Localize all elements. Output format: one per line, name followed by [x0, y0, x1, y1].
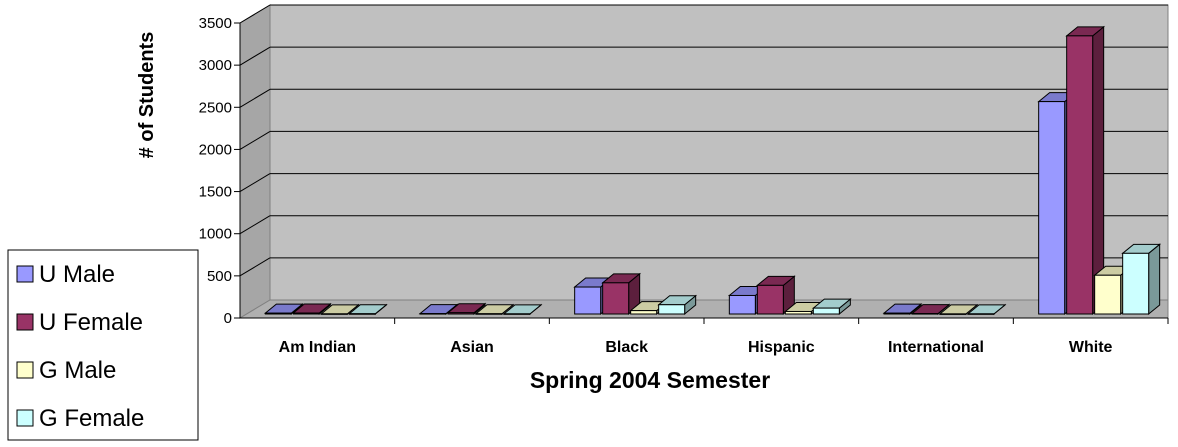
bar-side [1148, 243, 1161, 316]
y-tick-label: 0 [224, 310, 232, 327]
bar [291, 302, 332, 316]
bar [657, 294, 698, 316]
gridline-side [239, 46, 271, 66]
bar-front [602, 282, 630, 315]
x-tick-label: Am Indian [279, 339, 356, 356]
y-tick-label: 1500 [199, 184, 232, 201]
y-tick-label: 2500 [199, 99, 232, 116]
legend-swatch [16, 409, 34, 427]
legend-swatch [16, 313, 34, 331]
gridlines [239, 4, 1168, 277]
bar-front [264, 312, 292, 315]
bar [910, 303, 951, 316]
y-tick-label: 2000 [199, 141, 232, 158]
y-axis-title: # of Students [136, 32, 158, 159]
bar-front [784, 310, 812, 315]
bar-front [1094, 274, 1122, 315]
x-tick-label: Black [605, 339, 648, 356]
bar [1065, 25, 1106, 316]
bar-front [658, 304, 686, 315]
bar-front [503, 313, 531, 315]
legend: U Male U Female G Male G Female [7, 249, 199, 441]
bar-front [1122, 252, 1150, 315]
bar-front [1066, 35, 1094, 315]
legend-label: G Female [39, 405, 144, 432]
bar-front [1038, 101, 1066, 315]
gridline-side [239, 215, 271, 235]
bar [755, 275, 796, 316]
gridline-side [239, 88, 271, 108]
y-tick-label: 3500 [199, 15, 232, 32]
y-tick-label: 500 [207, 268, 232, 285]
bar [966, 303, 1007, 316]
y-tick-label: 1000 [199, 226, 232, 243]
bar [1121, 243, 1162, 316]
bars-group [263, 25, 1162, 316]
bar [502, 303, 543, 316]
bar [446, 302, 487, 316]
y-tick-label: 3000 [199, 57, 232, 74]
legend-box [7, 249, 199, 441]
x-tick-label: White [1069, 339, 1113, 356]
bar [474, 303, 515, 316]
bar-front [967, 313, 995, 315]
x-axis-title: Spring 2004 Semester [530, 367, 770, 393]
x-tick-label: International [888, 339, 984, 356]
bar-front [419, 313, 447, 315]
bar-front [630, 310, 658, 315]
bar-front [939, 313, 967, 315]
x-tick-label: Asian [450, 339, 494, 356]
bar-front [292, 312, 320, 315]
legend-swatch [16, 361, 34, 379]
chart-walls [238, 4, 1169, 319]
bar [938, 303, 979, 316]
bar-front [348, 313, 376, 315]
x-tick-label: Hispanic [748, 339, 815, 356]
gridline-side [239, 173, 271, 193]
bar-front [812, 307, 840, 315]
bar [347, 303, 388, 316]
bar-front [320, 313, 348, 315]
gridline-side [239, 4, 271, 24]
axes-group: 0 500 1000 1500 2000 2500 3000 3500 Am Indian Asi… [199, 15, 1169, 356]
bar-front [475, 313, 503, 315]
bar-front [447, 312, 475, 315]
bar-front [883, 312, 911, 315]
bar-front [756, 284, 784, 315]
bar [811, 298, 852, 316]
side-wall [239, 4, 271, 319]
bar [319, 303, 360, 316]
gridline-side [239, 257, 271, 277]
bar-front [911, 313, 939, 315]
legend-swatch [16, 265, 34, 283]
legend-label: U Female [39, 309, 143, 336]
legend-label: U Male [39, 261, 115, 288]
gridline-side [239, 130, 271, 150]
back-wall [269, 4, 1169, 301]
legend-label: G Male [39, 357, 116, 384]
bar [601, 272, 642, 316]
bar-front [728, 294, 756, 315]
bar [882, 303, 923, 316]
bar-front [574, 286, 602, 315]
